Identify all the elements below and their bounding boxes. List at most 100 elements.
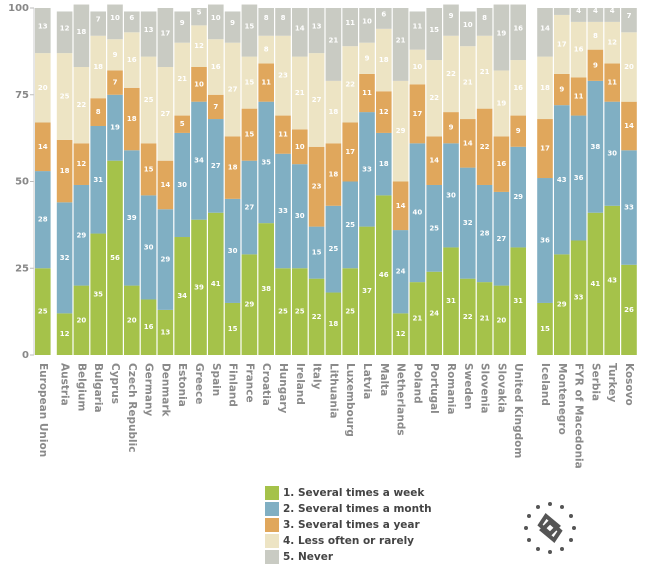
bar-segment	[426, 60, 442, 137]
value-label: 9	[449, 12, 454, 20]
value-label: 9	[516, 127, 521, 135]
x-tick-label: Hungary	[277, 363, 289, 414]
value-label: 17	[413, 110, 423, 118]
bar-segment	[275, 8, 291, 36]
y-tick-label: 0	[22, 350, 29, 361]
y-tick-label: 25	[15, 263, 29, 274]
bar-segment	[157, 8, 174, 67]
bar-segment	[443, 143, 459, 248]
value-label: 21	[396, 36, 406, 44]
value-label: 17	[345, 148, 355, 156]
legend-label: 5. Never	[283, 551, 334, 563]
value-label: 15	[144, 165, 154, 173]
value-label: 27	[161, 110, 171, 118]
bar-segment	[342, 122, 358, 182]
value-label: 15	[429, 26, 439, 34]
bar-segment	[460, 119, 476, 168]
value-label: 11	[574, 92, 584, 100]
value-label: 17	[557, 40, 567, 48]
value-label: 29	[245, 301, 255, 309]
bar-segment	[476, 282, 493, 355]
value-label: 13	[161, 328, 171, 336]
x-tick-label: Croatia	[260, 363, 272, 406]
bar-segment	[392, 8, 409, 81]
bar-segment	[140, 11, 157, 57]
value-label: 38	[261, 285, 271, 293]
value-label: 22	[480, 143, 490, 151]
value-label: 29	[77, 231, 87, 239]
bar-segment	[554, 8, 570, 15]
value-label: 12	[396, 330, 406, 338]
bar-segment	[140, 195, 157, 300]
x-tick-label: Slovakia	[495, 363, 507, 413]
value-label: 14	[624, 122, 634, 130]
value-label: 8	[96, 108, 101, 116]
value-label: 27	[497, 235, 507, 243]
x-tick-label: Austria	[59, 363, 71, 406]
value-label: 7	[213, 103, 218, 111]
value-label: 25	[429, 224, 439, 232]
bar-segment	[292, 268, 308, 355]
value-label: 18	[379, 160, 389, 168]
x-tick-label: France	[243, 363, 255, 403]
value-label: 39	[127, 214, 137, 222]
value-label: 43	[557, 176, 567, 184]
value-label: 18	[77, 28, 87, 36]
value-label: 34	[177, 292, 187, 300]
x-tick-label: Portugal	[428, 363, 440, 414]
value-label: 10	[362, 17, 372, 25]
value-label: 15	[245, 79, 255, 87]
bar-segment	[460, 167, 476, 279]
bar-segment	[107, 160, 123, 355]
value-label: 25	[60, 92, 70, 100]
bar-segment	[493, 70, 510, 137]
bar-segment	[554, 73, 570, 106]
bar-segment	[554, 254, 570, 355]
value-label: 15	[245, 131, 255, 139]
value-label: 39	[194, 283, 204, 291]
bar-segment	[258, 8, 274, 36]
x-tick-label: Poland	[411, 363, 423, 404]
bar-segment	[258, 35, 274, 64]
x-tick-label: Ireland	[294, 363, 306, 405]
value-label: 15	[245, 23, 255, 31]
bar-segment	[73, 285, 90, 355]
value-label: 12	[379, 108, 389, 116]
bar-segment	[258, 63, 274, 102]
bar-segment	[587, 49, 604, 81]
value-label: 10	[110, 14, 120, 22]
value-label: 12	[60, 330, 70, 338]
x-tick-label: Netherlands	[395, 363, 407, 436]
value-label: 31	[446, 297, 456, 305]
x-tick-label: Turkey	[606, 363, 618, 402]
bar-segment	[56, 11, 73, 54]
bar-segment	[554, 14, 570, 74]
bar-segment	[107, 94, 123, 161]
bar-segment	[124, 32, 140, 88]
bar-segment	[443, 35, 459, 113]
bar-segment	[359, 8, 375, 43]
bar-segment	[224, 198, 241, 303]
bar-segment	[537, 56, 553, 120]
bar-segment	[359, 42, 375, 74]
bar-segment	[224, 136, 241, 199]
bar-segment	[258, 101, 274, 224]
value-label: 30	[607, 150, 617, 158]
bar-segment	[443, 4, 459, 36]
bar-segment	[140, 56, 157, 144]
bar-segment	[157, 309, 174, 355]
bar-segment	[325, 8, 342, 81]
value-label: 22	[446, 70, 456, 78]
value-label: 21	[295, 89, 305, 97]
bar-segment	[241, 108, 258, 161]
value-label: 23	[278, 72, 288, 80]
value-label: 36	[574, 174, 584, 182]
value-label: 19	[110, 124, 120, 132]
bar-segment	[275, 153, 291, 269]
bar-segment	[476, 8, 493, 36]
bar-segment	[621, 150, 637, 265]
value-label: 9	[230, 19, 235, 27]
x-tick-label: Montenegro	[556, 363, 568, 435]
bar-segment	[510, 60, 526, 116]
